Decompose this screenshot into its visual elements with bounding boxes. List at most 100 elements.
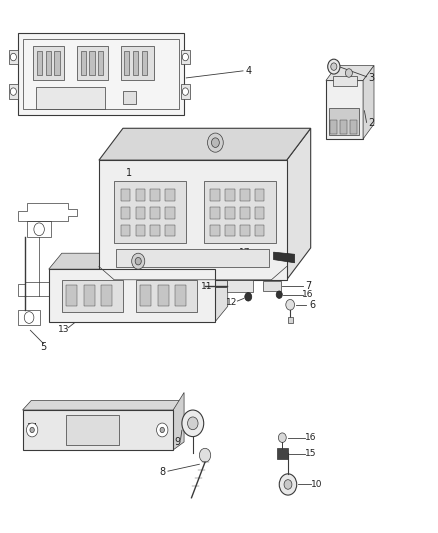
Circle shape xyxy=(11,53,16,61)
Circle shape xyxy=(245,293,252,301)
Bar xyxy=(240,189,250,201)
Text: 13: 13 xyxy=(58,325,69,334)
Text: 5: 5 xyxy=(40,342,46,352)
Bar xyxy=(150,189,160,201)
Circle shape xyxy=(135,257,141,265)
Bar xyxy=(255,189,265,201)
Bar xyxy=(165,224,175,236)
Bar xyxy=(114,181,186,243)
Circle shape xyxy=(160,427,164,433)
Circle shape xyxy=(331,63,337,70)
Bar xyxy=(18,33,184,115)
Bar xyxy=(136,224,145,236)
Circle shape xyxy=(208,133,223,152)
Bar xyxy=(180,84,190,99)
Bar xyxy=(46,51,51,75)
Circle shape xyxy=(11,88,16,95)
Text: 15: 15 xyxy=(305,449,316,458)
Bar xyxy=(255,207,265,219)
Bar xyxy=(66,415,119,445)
Circle shape xyxy=(199,448,211,462)
Text: 10: 10 xyxy=(311,480,322,489)
Bar xyxy=(175,285,186,306)
Polygon shape xyxy=(49,253,228,269)
Bar xyxy=(150,224,160,236)
Bar xyxy=(117,249,269,266)
Bar xyxy=(133,51,138,75)
Bar xyxy=(35,87,106,109)
Bar xyxy=(49,269,215,322)
Bar xyxy=(330,120,337,134)
Circle shape xyxy=(279,433,286,442)
Bar xyxy=(77,46,108,80)
Bar xyxy=(89,51,95,75)
Polygon shape xyxy=(326,66,374,80)
Bar xyxy=(210,189,220,201)
Bar xyxy=(263,281,281,291)
Bar xyxy=(62,280,123,312)
Circle shape xyxy=(328,59,340,74)
Bar xyxy=(121,207,131,219)
Bar xyxy=(121,46,153,80)
Circle shape xyxy=(182,410,204,437)
Polygon shape xyxy=(363,66,374,139)
Circle shape xyxy=(156,423,168,437)
Bar xyxy=(81,51,86,75)
Bar xyxy=(150,207,160,219)
Bar xyxy=(124,51,130,75)
Circle shape xyxy=(187,417,198,430)
Text: 11: 11 xyxy=(201,282,212,291)
Bar xyxy=(9,50,18,64)
Bar xyxy=(98,51,103,75)
Bar xyxy=(121,224,131,236)
Polygon shape xyxy=(287,128,311,280)
Bar xyxy=(54,51,60,75)
Text: 1: 1 xyxy=(127,168,133,179)
Bar xyxy=(141,285,151,306)
Bar xyxy=(66,285,77,306)
Text: 17: 17 xyxy=(239,248,250,257)
Circle shape xyxy=(132,253,145,269)
Bar xyxy=(332,76,357,86)
Circle shape xyxy=(182,88,188,95)
Bar xyxy=(210,224,220,236)
Polygon shape xyxy=(173,392,184,450)
Text: 2: 2 xyxy=(368,118,374,128)
Circle shape xyxy=(212,138,219,148)
Bar xyxy=(210,207,220,219)
Bar xyxy=(340,120,347,134)
Bar xyxy=(101,285,112,306)
Bar xyxy=(99,160,287,280)
Bar xyxy=(240,224,250,236)
Bar xyxy=(225,207,235,219)
Polygon shape xyxy=(99,128,311,160)
Text: 12: 12 xyxy=(226,298,237,307)
Circle shape xyxy=(26,423,38,437)
Bar xyxy=(225,224,235,236)
Circle shape xyxy=(276,291,283,298)
Bar xyxy=(9,84,18,99)
Circle shape xyxy=(346,69,353,77)
Polygon shape xyxy=(22,400,182,410)
Text: 6: 6 xyxy=(309,300,315,310)
Bar xyxy=(84,285,95,306)
Bar xyxy=(136,280,197,312)
Bar xyxy=(165,207,175,219)
Circle shape xyxy=(182,53,188,61)
Bar xyxy=(227,280,253,292)
Text: 9: 9 xyxy=(174,437,180,447)
Text: 16: 16 xyxy=(305,433,316,442)
Bar xyxy=(255,224,265,236)
Polygon shape xyxy=(274,252,294,263)
Bar xyxy=(22,410,173,450)
Text: 3: 3 xyxy=(368,73,374,83)
Bar xyxy=(136,207,145,219)
Bar xyxy=(180,50,190,64)
Bar xyxy=(142,51,147,75)
Bar xyxy=(23,39,179,109)
Bar xyxy=(158,285,169,306)
Bar xyxy=(240,207,250,219)
Circle shape xyxy=(279,474,297,495)
Bar xyxy=(225,189,235,201)
Bar xyxy=(277,448,288,459)
